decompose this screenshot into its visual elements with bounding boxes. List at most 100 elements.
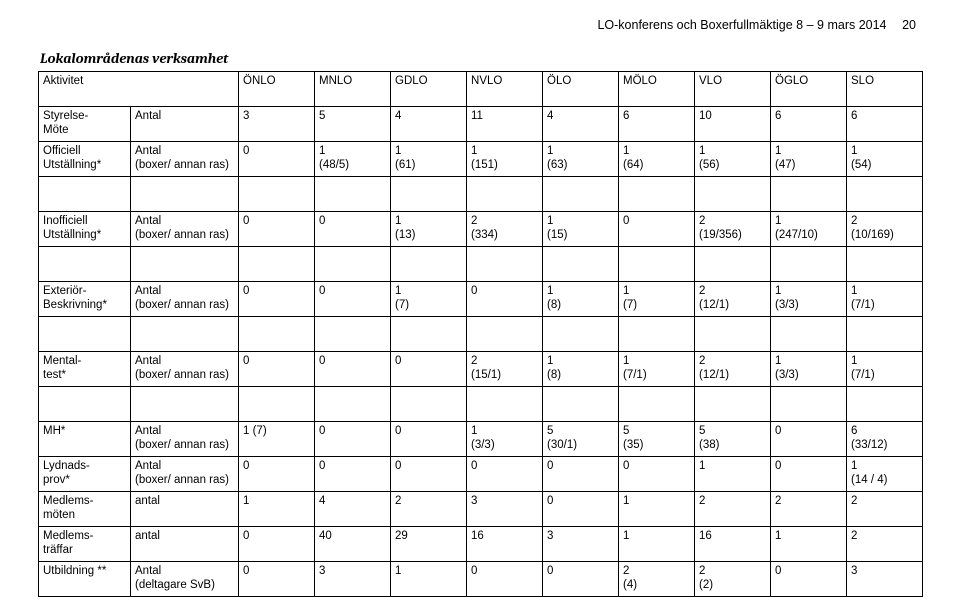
cell-value: 2(19/356): [695, 212, 771, 247]
table-row: Utbildning **Antal(deltagare SvB)031002(…: [39, 562, 923, 597]
cell-value: 0: [315, 352, 391, 387]
table-row: Medlems-mötenantal142301222: [39, 492, 923, 527]
cell-value: 1(3/3): [771, 282, 847, 317]
cell-value: 6: [847, 107, 923, 142]
cell-value: 0: [391, 352, 467, 387]
col-header-area: ÖGLO: [771, 72, 847, 107]
cell-value: 1: [619, 527, 695, 562]
col-header-area: VLO: [695, 72, 771, 107]
cell-value: 0: [543, 492, 619, 527]
cell-value: 0: [239, 142, 315, 177]
cell-value: 0: [619, 457, 695, 492]
cell-value: 1(48/5): [315, 142, 391, 177]
cell-value: 5: [315, 107, 391, 142]
cell-value: 0: [315, 282, 391, 317]
spacer-row: [39, 317, 923, 352]
cell-measure: Antal: [131, 107, 239, 142]
cell-value: 2: [847, 492, 923, 527]
cell-value: 2(10/169): [847, 212, 923, 247]
cell-activity: Utbildning **: [39, 562, 131, 597]
table-row: Styrelse-MöteAntal35411461066: [39, 107, 923, 142]
cell-value: 0: [239, 562, 315, 597]
cell-activity: OfficiellUtställning*: [39, 142, 131, 177]
table-row: Mental-test*Antal(boxer/ annan ras)0002(…: [39, 352, 923, 387]
col-header-area: NVLO: [467, 72, 543, 107]
table-row: OfficiellUtställning*Antal(boxer/ annan …: [39, 142, 923, 177]
cell-value: 1(56): [695, 142, 771, 177]
cell-activity: InofficiellUtställning*: [39, 212, 131, 247]
cell-activity: MH*: [39, 422, 131, 457]
col-header-area: ÖLO: [543, 72, 619, 107]
col-header-activity: Aktivitet: [39, 72, 239, 107]
cell-activity: Styrelse-Möte: [39, 107, 131, 142]
cell-value: 2: [695, 492, 771, 527]
cell-value: 0: [315, 457, 391, 492]
cell-value: 0: [391, 457, 467, 492]
cell-value: 0: [467, 562, 543, 597]
cell-activity: Medlems-träffar: [39, 527, 131, 562]
running-header: LO-konferens och Boxerfullmäktige 8 – 9 …: [38, 18, 922, 32]
cell-value: 1(15): [543, 212, 619, 247]
cell-value: 1(7/1): [847, 352, 923, 387]
cell-value: 0: [239, 352, 315, 387]
cell-value: 6: [619, 107, 695, 142]
cell-value: 4: [543, 107, 619, 142]
cell-value: 40: [315, 527, 391, 562]
spacer-row: [39, 247, 923, 282]
cell-value: 2(12/1): [695, 352, 771, 387]
cell-value: 0: [239, 212, 315, 247]
spacer-row: [39, 177, 923, 212]
activities-table: AktivitetÖNLOMNLOGDLONVLOÖLOMÖLOVLOÖGLOS…: [38, 71, 923, 597]
cell-value: 1(61): [391, 142, 467, 177]
cell-value: 2(2): [695, 562, 771, 597]
cell-value: 2(334): [467, 212, 543, 247]
cell-value: 0: [771, 562, 847, 597]
cell-value: 5(38): [695, 422, 771, 457]
cell-value: 1(151): [467, 142, 543, 177]
cell-value: 0: [771, 422, 847, 457]
table-row: MH*Antal(boxer/ annan ras)1 (7)001(3/3)5…: [39, 422, 923, 457]
cell-value: 3: [315, 562, 391, 597]
cell-measure: Antal(boxer/ annan ras): [131, 352, 239, 387]
col-header-area: GDLO: [391, 72, 467, 107]
cell-value: 1(7/1): [619, 352, 695, 387]
cell-value: 0: [391, 422, 467, 457]
cell-value: 1(8): [543, 282, 619, 317]
cell-measure: Antal(boxer/ annan ras): [131, 422, 239, 457]
header-page-number: 20: [894, 18, 916, 32]
cell-value: 16: [695, 527, 771, 562]
cell-value: 1(8): [543, 352, 619, 387]
cell-value: 0: [315, 212, 391, 247]
cell-value: 0: [239, 457, 315, 492]
cell-value: 6(33/12): [847, 422, 923, 457]
header-title: LO-konferens och Boxerfullmäktige 8 – 9 …: [597, 18, 886, 32]
cell-value: 4: [315, 492, 391, 527]
cell-value: 0: [239, 282, 315, 317]
cell-value: 0: [543, 457, 619, 492]
cell-value: 11: [467, 107, 543, 142]
cell-value: 0: [543, 562, 619, 597]
cell-activity: Mental-test*: [39, 352, 131, 387]
cell-value: 1: [771, 527, 847, 562]
cell-value: 1: [239, 492, 315, 527]
cell-value: 0: [315, 422, 391, 457]
document-page: LO-konferens och Boxerfullmäktige 8 – 9 …: [0, 0, 960, 615]
table-row: Lydnads-prov*Antal(boxer/ annan ras)0000…: [39, 457, 923, 492]
cell-measure: Antal(boxer/ annan ras): [131, 457, 239, 492]
cell-value: 16: [467, 527, 543, 562]
cell-value: 29: [391, 527, 467, 562]
cell-value: 1(7): [391, 282, 467, 317]
cell-value: 2: [847, 527, 923, 562]
cell-value: 1: [391, 562, 467, 597]
spacer-row: [39, 387, 923, 422]
cell-value: 1(63): [543, 142, 619, 177]
cell-value: 1(3/3): [771, 352, 847, 387]
cell-measure: Antal(deltagare SvB): [131, 562, 239, 597]
cell-measure: antal: [131, 492, 239, 527]
table-row: Medlems-träffarantal0402916311612: [39, 527, 923, 562]
cell-value: 4: [391, 107, 467, 142]
cell-value: 2(15/1): [467, 352, 543, 387]
cell-value: 3: [239, 107, 315, 142]
col-header-area: MÖLO: [619, 72, 695, 107]
cell-value: 3: [467, 492, 543, 527]
